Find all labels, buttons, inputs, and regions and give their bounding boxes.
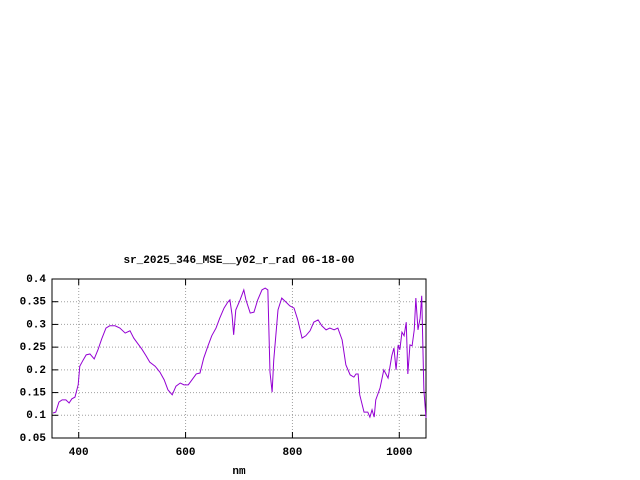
y-tick-label: 0.35 [20, 297, 47, 309]
y-tick-label: 0.3 [26, 319, 46, 331]
x-tick-label: 1000 [386, 447, 412, 459]
y-tick-label: 0.05 [20, 433, 47, 445]
y-tick-label: 0.15 [20, 387, 47, 399]
x-tick-label: 800 [283, 447, 303, 459]
chart-title: sr_2025_346_MSE__y02_r_rad 06-18-00 [123, 255, 354, 267]
x-tick-label: 400 [69, 447, 89, 459]
data-line [52, 287, 427, 419]
x-tick-label: 600 [176, 447, 196, 459]
y-tick-label: 0.25 [20, 342, 47, 354]
y-tick-label: 0.4 [26, 274, 46, 286]
plot-border [51, 278, 427, 439]
y-tick-label: 0.2 [26, 365, 46, 377]
y-tick-label: 0.1 [26, 410, 46, 422]
x-axis-label: nm [232, 466, 246, 478]
